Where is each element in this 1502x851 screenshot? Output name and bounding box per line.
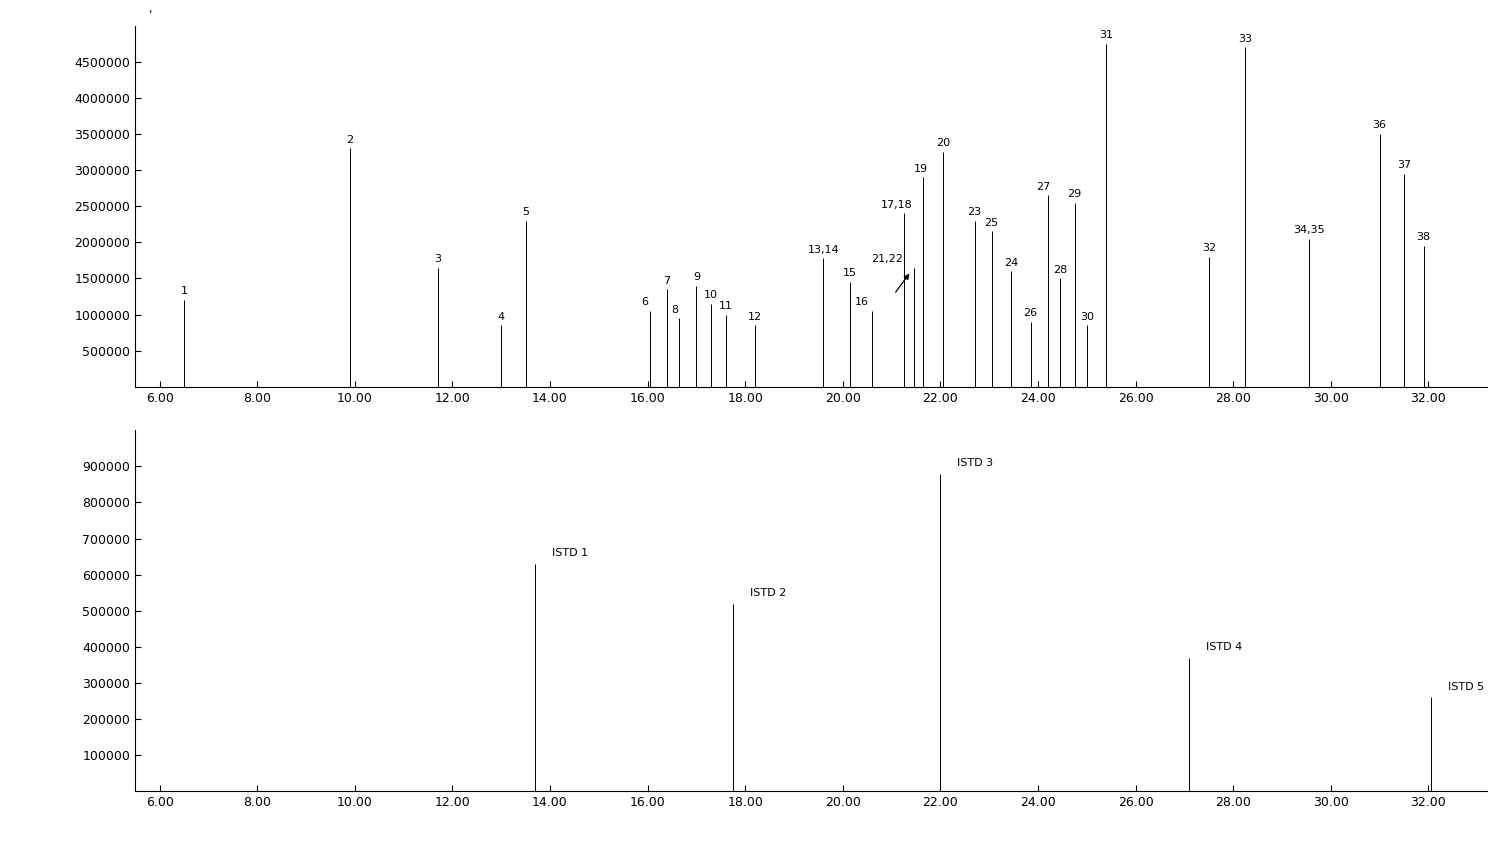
- Text: 30: 30: [1080, 311, 1093, 322]
- Text: ISTD 4: ISTD 4: [1206, 643, 1242, 653]
- Text: 20: 20: [936, 139, 949, 148]
- Text: 29: 29: [1068, 189, 1081, 199]
- Text: 15: 15: [843, 268, 858, 278]
- Text: 13,14: 13,14: [808, 244, 840, 254]
- Text: 5: 5: [523, 207, 529, 217]
- Text: 28: 28: [1053, 265, 1066, 275]
- Text: 27: 27: [1036, 182, 1050, 191]
- Text: 3: 3: [434, 254, 442, 264]
- Text: 8: 8: [671, 305, 677, 315]
- Text: ISTD 3: ISTD 3: [957, 458, 994, 468]
- Text: ISTD 2: ISTD 2: [749, 588, 787, 598]
- Text: ISTD 1: ISTD 1: [553, 548, 589, 558]
- Text: 25: 25: [985, 218, 999, 228]
- Text: ISTD 5: ISTD 5: [1448, 683, 1484, 692]
- Text: 26: 26: [1024, 308, 1038, 318]
- Text: 23: 23: [967, 207, 982, 217]
- Text: 36: 36: [1373, 120, 1386, 130]
- Text: 7: 7: [664, 276, 671, 286]
- Text: 1: 1: [180, 287, 188, 296]
- Text: ': ': [149, 9, 152, 22]
- Text: 16: 16: [855, 297, 870, 307]
- Text: 34,35: 34,35: [1293, 225, 1325, 235]
- Text: 2: 2: [347, 134, 353, 145]
- Text: 10: 10: [704, 290, 718, 300]
- Text: 33: 33: [1239, 33, 1253, 43]
- Text: 24: 24: [1003, 258, 1018, 267]
- Text: 6: 6: [641, 297, 649, 307]
- Text: 17,18: 17,18: [880, 200, 912, 210]
- Text: 32: 32: [1202, 243, 1217, 253]
- Text: 12: 12: [748, 311, 762, 322]
- Text: 19: 19: [913, 163, 928, 174]
- Text: 21,22: 21,22: [871, 254, 903, 264]
- Text: 31: 31: [1099, 30, 1113, 40]
- Text: 4: 4: [497, 311, 505, 322]
- Text: 9: 9: [692, 272, 700, 282]
- Text: 38: 38: [1416, 232, 1430, 243]
- Text: 37: 37: [1397, 160, 1410, 170]
- Text: 11: 11: [718, 301, 733, 311]
